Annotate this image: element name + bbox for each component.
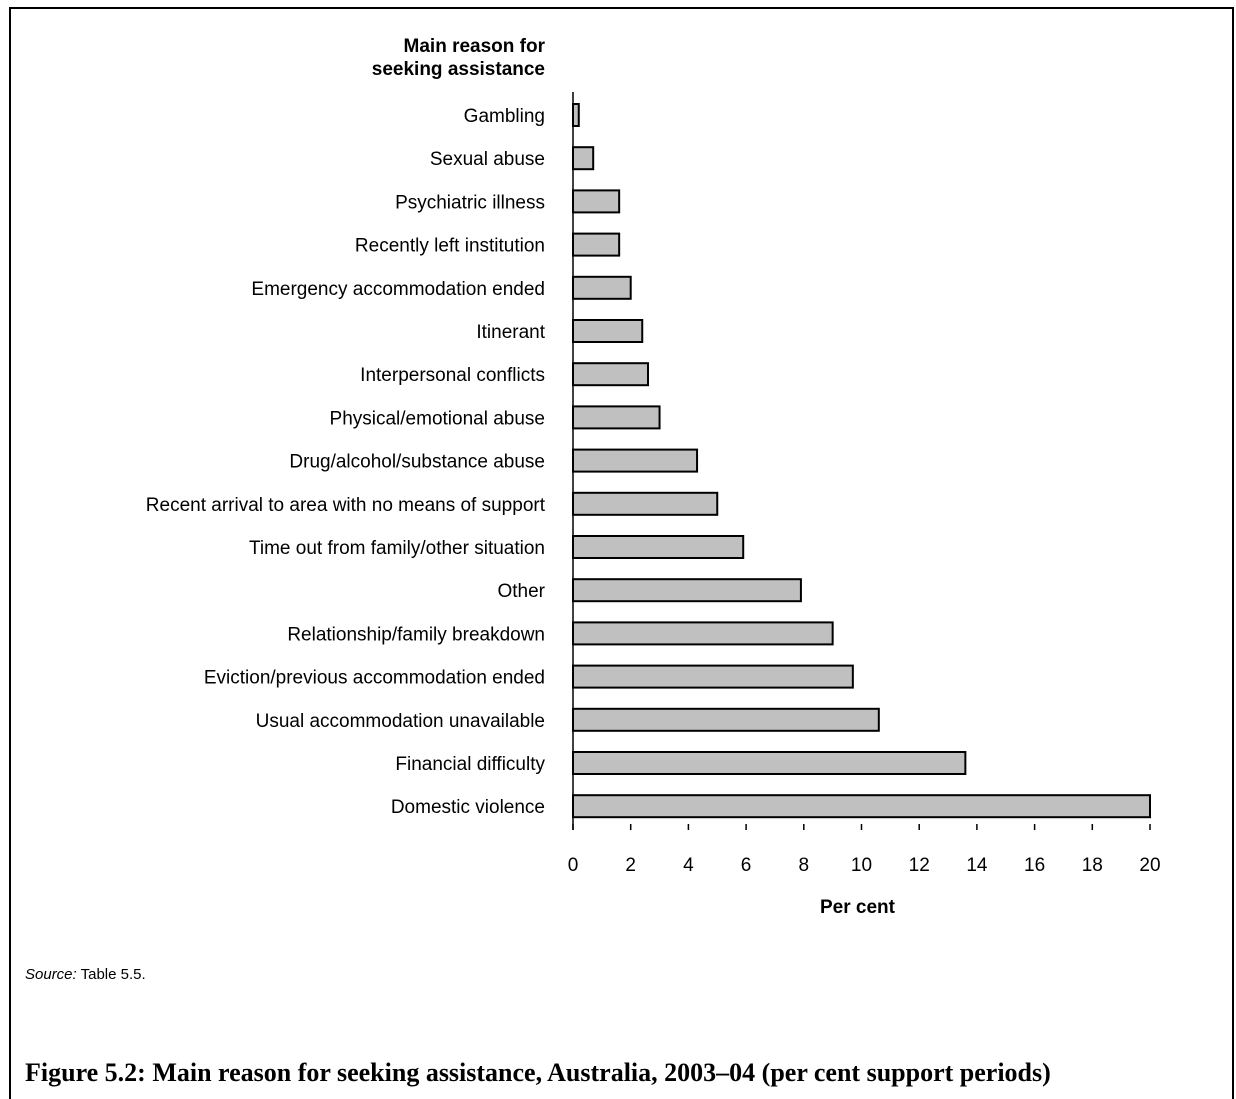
bar xyxy=(572,275,632,300)
category-label: Emergency accommodation ended xyxy=(251,279,545,300)
x-tick-label: 18 xyxy=(1082,855,1103,876)
category-label: Financial difficulty xyxy=(395,754,545,775)
bars xyxy=(572,103,1151,819)
category-label: Other xyxy=(497,581,545,602)
bar xyxy=(572,319,644,343)
category-title-line: Main reason for xyxy=(404,36,546,57)
x-tick-label: 16 xyxy=(1024,855,1045,876)
x-axis-title: Per cent xyxy=(820,897,896,918)
category-label: Psychiatric illness xyxy=(395,192,545,213)
bar xyxy=(572,491,719,516)
category-label: Relationship/family breakdown xyxy=(287,624,545,645)
x-tick-label: 20 xyxy=(1139,855,1160,876)
bar xyxy=(572,578,802,603)
bar xyxy=(572,405,661,430)
category-label: Itinerant xyxy=(476,322,545,343)
bar xyxy=(572,664,854,689)
category-label: Gambling xyxy=(464,106,545,127)
bar xyxy=(572,232,621,257)
x-tick-label: 8 xyxy=(799,855,810,876)
x-tick-label: 4 xyxy=(683,855,694,876)
category-label: Interpersonal conflicts xyxy=(360,365,545,386)
x-tick-label: 0 xyxy=(568,855,579,876)
category-label: Time out from family/other situation xyxy=(249,538,545,559)
category-label: Recently left institution xyxy=(355,236,545,257)
bar xyxy=(572,362,650,387)
category-label: Recent arrival to area with no means of … xyxy=(146,495,546,516)
x-axis-ticks: 0 2 4 6 8 10 12 14 16 18 20 xyxy=(568,824,1161,876)
bar xyxy=(572,794,1151,819)
bar xyxy=(572,621,834,646)
bar xyxy=(572,103,580,127)
bar xyxy=(572,707,880,732)
bar xyxy=(572,189,621,214)
category-label: Drug/alcohol/substance abuse xyxy=(289,452,545,473)
bar xyxy=(572,146,595,171)
category-label: Usual accommodation unavailable xyxy=(256,711,545,732)
category-label: Sexual abuse xyxy=(430,149,545,170)
bar xyxy=(572,448,699,473)
source-label: Source: xyxy=(25,966,77,983)
x-tick-label: 6 xyxy=(741,855,752,876)
x-tick-label: 2 xyxy=(625,855,636,876)
source-note: Source: Table 5.5. xyxy=(25,966,146,983)
category-label: Physical/emotional abuse xyxy=(330,408,545,429)
category-labels: Gambling Sexual abuse Psychiatric illness R… xyxy=(146,106,546,818)
source-text: Table 5.5. xyxy=(76,966,146,983)
bar xyxy=(572,535,745,559)
category-label: Eviction/previous accommodation ended xyxy=(204,668,545,689)
category-label: Domestic violence xyxy=(391,797,545,818)
x-tick-label: 14 xyxy=(966,855,988,876)
x-tick-label: 10 xyxy=(851,855,872,876)
figure-frame xyxy=(9,7,1234,1099)
x-tick-label: 12 xyxy=(909,855,930,876)
bar xyxy=(572,751,967,775)
figure-caption: Figure 5.2: Main reason for seeking assi… xyxy=(25,1058,1051,1087)
category-title-line: seeking assistance xyxy=(372,59,545,80)
